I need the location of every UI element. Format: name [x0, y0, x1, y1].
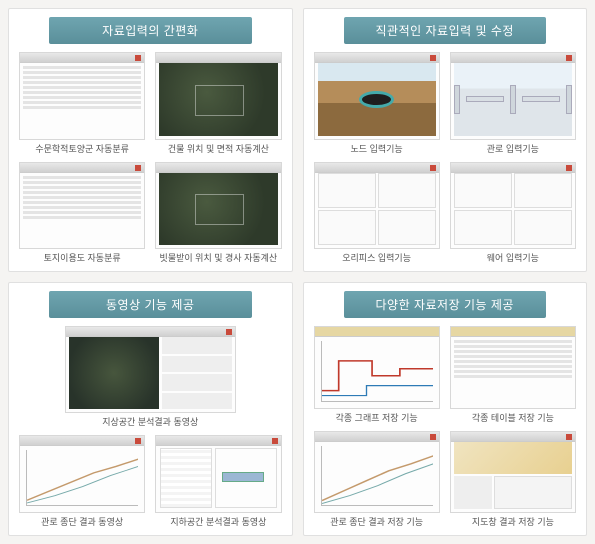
thumb-img-map-save	[450, 431, 576, 514]
thumb-caption: 각종 테이블 저장 기능	[472, 413, 554, 425]
thumb: 각종 그래프 저장 기능	[314, 326, 440, 425]
thumb-caption: 지상공간 분석결과 동영상	[102, 417, 198, 429]
thumb-img-underground-video	[155, 435, 281, 513]
panel-save: 다양한 자료저장 기능 제공 각종 그래프 저장 기능 각종 테이블 저장 기능	[303, 282, 588, 536]
thumb-img-profile-video	[19, 435, 145, 513]
thumbs: 지상공간 분석결과 동영상 관로 종단 결과 동영상	[19, 326, 282, 529]
thumb: 수문학적토양군 자동분류	[19, 52, 145, 156]
thumb: 웨어 입력기능	[450, 162, 576, 266]
thumb: 토지이용도 자동분류	[19, 162, 145, 266]
thumb-wide: 지상공간 분석결과 동영상	[19, 326, 282, 429]
thumb-img-node-input	[314, 52, 440, 140]
thumb-caption: 건물 위치 및 면적 자동계산	[168, 144, 269, 156]
thumb-img-soil-table	[19, 52, 145, 140]
thumb-caption: 수문학적토양군 자동분류	[35, 144, 129, 156]
thumb: 지도창 결과 저장 기능	[450, 431, 576, 530]
panel-video: 동영상 기능 제공 지상공간 분석결과 동영상 관로 종단 결과 동영상	[8, 282, 293, 536]
thumb-img-surface-video	[65, 326, 236, 413]
panel-title: 동영상 기능 제공	[49, 291, 252, 318]
thumb-caption: 지도창 결과 저장 기능	[472, 517, 554, 529]
thumb-img-landuse-list	[19, 162, 145, 250]
thumbs: 각종 그래프 저장 기능 각종 테이블 저장 기능 관로 종단 결과 저장 기능	[314, 326, 577, 529]
thumb-img-graph-save	[314, 326, 440, 409]
thumb-caption: 노드 입력기능	[351, 144, 403, 156]
thumb-caption: 각종 그래프 저장 기능	[336, 413, 418, 425]
thumb-img-table-save	[450, 326, 576, 409]
panel-intuitive-edit: 직관적인 자료입력 및 수정 노드 입력기능 관로 입력기능 오리피스 입력기능	[303, 8, 588, 272]
thumb-img-weir-input	[450, 162, 576, 250]
thumb: 건물 위치 및 면적 자동계산	[155, 52, 281, 156]
thumb-img-inlet-map	[155, 162, 281, 250]
thumb-caption: 오리피스 입력기능	[342, 253, 411, 265]
thumb: 관로 종단 결과 저장 기능	[314, 431, 440, 530]
thumb: 각종 테이블 저장 기능	[450, 326, 576, 425]
thumb-caption: 웨어 입력기능	[487, 253, 539, 265]
thumb: 오리피스 입력기능	[314, 162, 440, 266]
thumb-img-profile-save	[314, 431, 440, 514]
feature-grid: 자료입력의 간편화 수문학적토양군 자동분류 건물 위치 및 면적 자동계산	[8, 8, 587, 536]
thumb: 빗물받이 위치 및 경사 자동계산	[155, 162, 281, 266]
thumb-img-building-map	[155, 52, 281, 140]
panel-input-simplify: 자료입력의 간편화 수문학적토양군 자동분류 건물 위치 및 면적 자동계산	[8, 8, 293, 272]
thumbs: 수문학적토양군 자동분류 건물 위치 및 면적 자동계산 토지이용도 자동분류	[19, 52, 282, 265]
thumb-img-pipe-input	[450, 52, 576, 140]
thumb-caption: 관로 종단 결과 저장 기능	[330, 517, 423, 529]
thumb: 지하공간 분석결과 동영상	[155, 435, 281, 529]
thumbs: 노드 입력기능 관로 입력기능 오리피스 입력기능 웨어 입력기능	[314, 52, 577, 265]
thumb: 노드 입력기능	[314, 52, 440, 156]
thumb: 관로 종단 결과 동영상	[19, 435, 145, 529]
thumb-caption: 빗물받이 위치 및 경사 자동계산	[160, 253, 278, 265]
thumb-caption: 관로 종단 결과 동영상	[41, 517, 123, 529]
panel-title: 다양한 자료저장 기능 제공	[344, 291, 547, 318]
thumb: 관로 입력기능	[450, 52, 576, 156]
panel-title: 직관적인 자료입력 및 수정	[344, 17, 547, 44]
thumb-caption: 지하공간 분석결과 동영상	[170, 517, 266, 529]
thumb-caption: 토지이용도 자동분류	[44, 253, 121, 265]
panel-title: 자료입력의 간편화	[49, 17, 252, 44]
thumb-caption: 관로 입력기능	[487, 144, 539, 156]
thumb-img-orifice-input	[314, 162, 440, 250]
